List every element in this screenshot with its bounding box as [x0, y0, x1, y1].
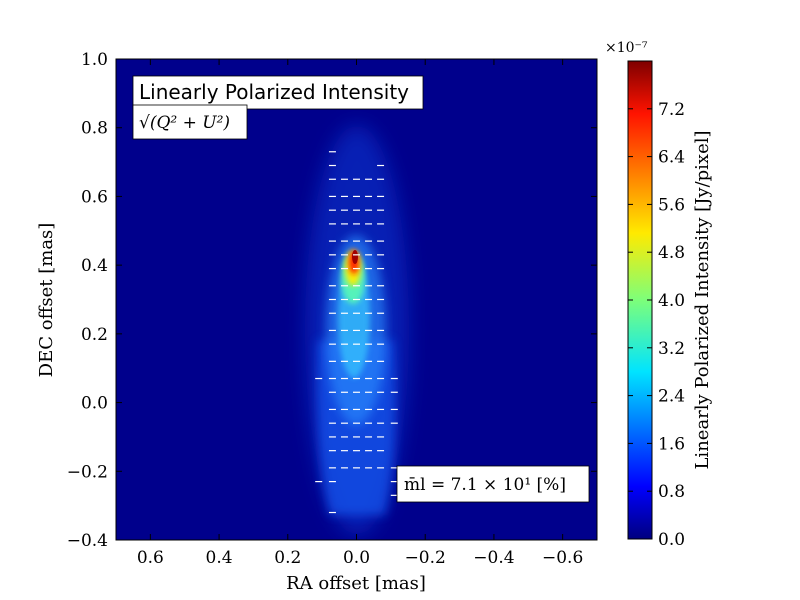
y-axis-ticks: 1.0 0.8 0.6 0.4 0.2 0.0 −0.2 −0.4	[67, 50, 597, 551]
colorbar-label: Linearly Polarized Intensity [Jy/pixel]	[692, 130, 713, 469]
plot-frame	[115, 58, 598, 541]
colorbar-tick-label: 1.6	[658, 434, 685, 454]
colorbar-ticks: 0.0 0.8 1.6 2.4 3.2 4.0 4.8 5.6 6.4 7.2	[628, 100, 685, 550]
emission-peak	[352, 250, 358, 264]
mean-polarization-frame	[396, 465, 590, 503]
colorbar-tick-label: 0.8	[658, 482, 685, 502]
y-axis-label: DEC offset [mas]	[36, 223, 57, 378]
y-tick-label: 0.8	[81, 119, 108, 139]
x-tick-label: 0.2	[274, 548, 301, 568]
y-tick-label: 1.0	[81, 50, 108, 70]
colorbar-scale-label: ×10⁻⁷	[605, 40, 648, 56]
x-tick-label: −0.4	[473, 548, 514, 568]
colorbar-tick-label: 6.4	[658, 148, 685, 168]
mean-polarization-text: m̄l = 7.1 × 10¹ [%]	[404, 475, 566, 495]
x-tick-label: 0.6	[137, 548, 164, 568]
y-tick-label: 0.2	[81, 325, 108, 345]
y-tick-label: 0.0	[81, 394, 108, 414]
polarization-vectors	[315, 151, 398, 514]
mean-polarization-box: m̄l = 7.1 × 10¹ [%]	[396, 465, 590, 503]
x-tick-label: 0.4	[206, 548, 233, 568]
chart-title: Linearly Polarized Intensity	[139, 80, 409, 104]
colorbar-tick-label: 4.8	[658, 243, 685, 263]
colorbar-tick-label: 4.0	[658, 291, 685, 311]
title-box-frame	[132, 75, 424, 110]
x-axis-ticks: 0.6 0.4 0.2 0.0 −0.2 −0.4 −0.6	[137, 59, 583, 568]
colorbar-tick-label: 3.2	[658, 339, 685, 359]
title-box: Linearly Polarized Intensity √(Q² + U²)	[132, 75, 424, 140]
y-tick-label: 0.4	[81, 256, 108, 276]
formula-box-frame	[132, 104, 248, 140]
y-tick-label: 0.6	[81, 187, 108, 207]
formula-label: √(Q² + U²)	[139, 113, 230, 133]
x-tick-label: −0.6	[542, 548, 583, 568]
y-tick-label: −0.4	[67, 531, 108, 551]
colorbar-tick-label: 5.6	[658, 195, 685, 215]
colorbar-tick-label: 7.2	[658, 100, 685, 120]
x-tick-label: −0.2	[405, 548, 446, 568]
colorbar-tick-label: 2.4	[658, 387, 685, 407]
x-tick-label: 0.0	[343, 548, 370, 568]
y-tick-label: −0.2	[67, 462, 108, 482]
colorbar: 0.0 0.8 1.6 2.4 3.2 4.0 4.8 5.6 6.4 7.2 ×10⁻⁷ Lin…	[605, 40, 713, 550]
colorbar-tick-label: 0.0	[658, 530, 685, 550]
x-axis-label: RA offset [mas]	[286, 573, 426, 594]
